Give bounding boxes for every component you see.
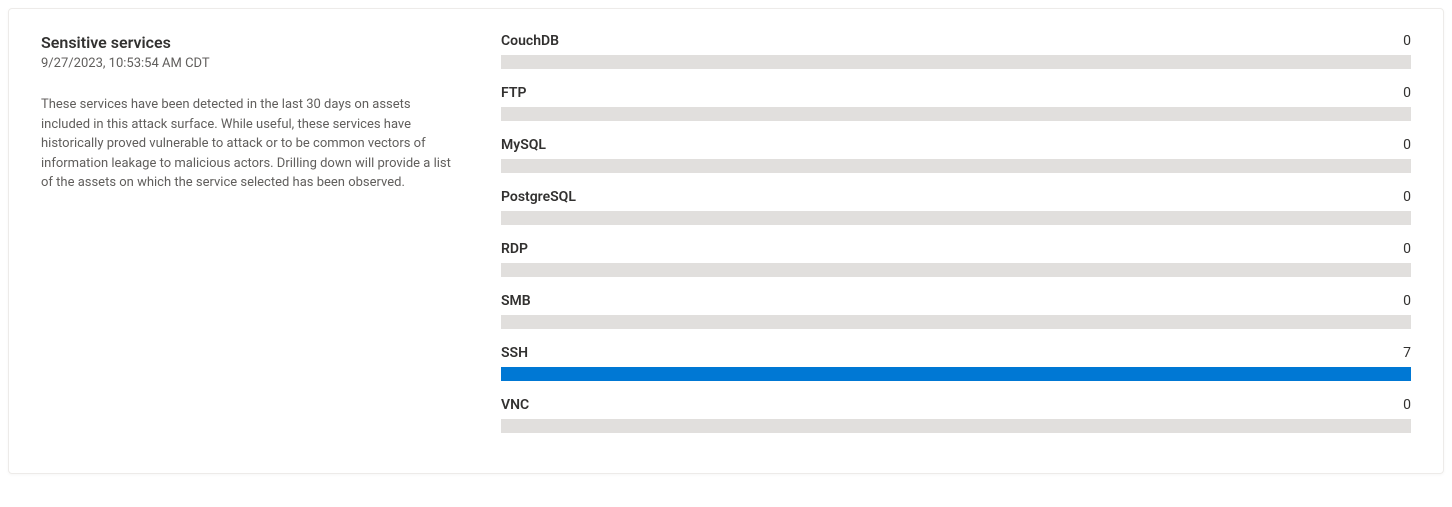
bar-track bbox=[501, 159, 1411, 173]
service-row[interactable]: MySQL 0 bbox=[501, 137, 1411, 173]
info-column: Sensitive services 9/27/2023, 10:53:54 A… bbox=[41, 33, 461, 449]
bar-track bbox=[501, 315, 1411, 329]
card-title: Sensitive services bbox=[41, 33, 461, 52]
service-row[interactable]: SMB 0 bbox=[501, 293, 1411, 329]
service-header: RDP 0 bbox=[501, 241, 1411, 257]
bar-track bbox=[501, 263, 1411, 277]
service-label: MySQL bbox=[501, 137, 546, 153]
card-layout: Sensitive services 9/27/2023, 10:53:54 A… bbox=[41, 33, 1411, 449]
service-row[interactable]: CouchDB 0 bbox=[501, 33, 1411, 69]
service-label: RDP bbox=[501, 241, 528, 257]
bar-fill bbox=[501, 367, 1411, 381]
service-header: SMB 0 bbox=[501, 293, 1411, 309]
service-count: 0 bbox=[1403, 397, 1411, 413]
service-header: MySQL 0 bbox=[501, 137, 1411, 153]
bar-track bbox=[501, 211, 1411, 225]
service-row[interactable]: RDP 0 bbox=[501, 241, 1411, 277]
service-header: CouchDB 0 bbox=[501, 33, 1411, 49]
service-label: SSH bbox=[501, 345, 528, 361]
service-label: CouchDB bbox=[501, 33, 559, 49]
service-header: PostgreSQL 0 bbox=[501, 189, 1411, 205]
bar-track bbox=[501, 107, 1411, 121]
service-count: 0 bbox=[1403, 241, 1411, 257]
service-label: VNC bbox=[501, 397, 529, 413]
service-header: FTP 0 bbox=[501, 85, 1411, 101]
service-row[interactable]: PostgreSQL 0 bbox=[501, 189, 1411, 225]
service-row[interactable]: FTP 0 bbox=[501, 85, 1411, 121]
bar-track bbox=[501, 419, 1411, 433]
bar-track bbox=[501, 367, 1411, 381]
service-header: SSH 7 bbox=[501, 345, 1411, 361]
service-row[interactable]: SSH 7 bbox=[501, 345, 1411, 381]
service-count: 0 bbox=[1403, 33, 1411, 49]
service-count: 0 bbox=[1403, 85, 1411, 101]
services-chart: CouchDB 0 FTP 0 MySQL 0 PostgreSQL 0 RDP 0 SMB 0 SSH… bbox=[501, 33, 1411, 449]
bar-track bbox=[501, 55, 1411, 69]
sensitive-services-card: Sensitive services 9/27/2023, 10:53:54 A… bbox=[8, 8, 1444, 474]
service-count: 7 bbox=[1403, 345, 1411, 361]
service-row[interactable]: VNC 0 bbox=[501, 397, 1411, 433]
service-count: 0 bbox=[1403, 137, 1411, 153]
service-count: 0 bbox=[1403, 189, 1411, 205]
card-timestamp: 9/27/2023, 10:53:54 AM CDT bbox=[41, 56, 461, 71]
service-label: SMB bbox=[501, 293, 531, 309]
service-label: FTP bbox=[501, 85, 526, 101]
card-description: These services have been detected in the… bbox=[41, 95, 461, 193]
service-label: PostgreSQL bbox=[501, 189, 576, 205]
service-header: VNC 0 bbox=[501, 397, 1411, 413]
service-count: 0 bbox=[1403, 293, 1411, 309]
